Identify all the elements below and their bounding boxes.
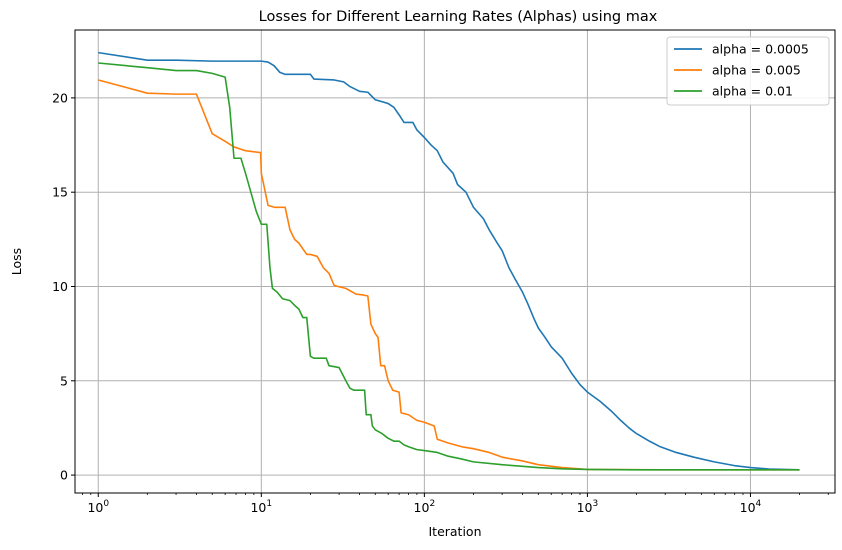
x-tick-label: 101 — [250, 499, 272, 515]
y-tick-label: 5 — [60, 373, 68, 388]
series-line — [98, 51, 800, 471]
x-axis-label: Iteration — [428, 524, 481, 539]
series-lines — [98, 51, 800, 471]
x-tick-label: 100 — [87, 499, 109, 515]
legend: alpha = 0.0005 alpha = 0.005 alpha = 0.01 — [666, 36, 830, 106]
legend-label: alpha = 0.005 — [712, 63, 801, 78]
y-axis: 0 5 10 15 20 — [52, 90, 75, 483]
y-tick-label: 20 — [52, 90, 68, 105]
plot-frame — [74, 29, 836, 494]
legend-box — [666, 36, 830, 106]
series-line — [98, 79, 800, 471]
y-tick-label: 0 — [60, 468, 68, 483]
x-tick-label: 104 — [740, 499, 762, 515]
legend-label: alpha = 0.0005 — [712, 42, 809, 57]
y-tick-label: 10 — [52, 279, 68, 294]
chart-title: Losses for Different Learning Rates (Alp… — [259, 9, 658, 25]
y-axis-label: Loss — [9, 248, 24, 275]
series-line — [98, 62, 800, 471]
y-tick-label: 15 — [52, 185, 68, 200]
legend-label: alpha = 0.01 — [712, 84, 793, 99]
x-tick-label: 103 — [577, 499, 599, 515]
x-tick-label: 102 — [414, 499, 436, 515]
x-axis: 100 101 102 103 104 — [82, 493, 829, 515]
